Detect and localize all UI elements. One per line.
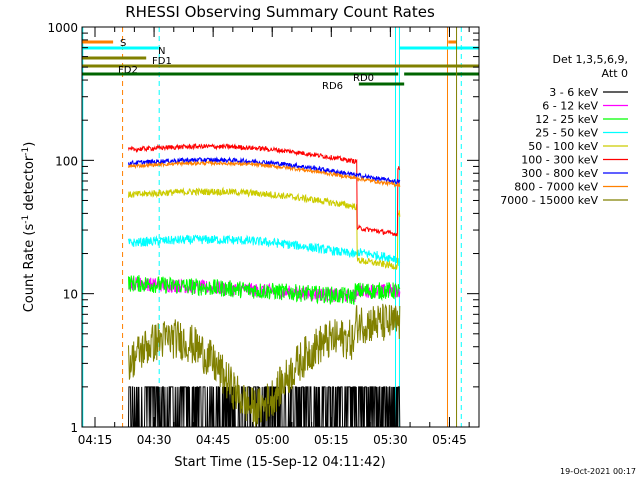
x-axis: 04:15 04:30 04:45 05:00 05:15 05:30 05:45 (78, 27, 470, 447)
y-tick-label: 100 (55, 154, 78, 168)
top-status-bar-end (448, 40, 457, 44)
top-status-bar (82, 56, 147, 60)
top-status-bar (82, 46, 159, 50)
x-axis-label: Start Time (15-Sep-12 04:11:42) (174, 455, 385, 470)
series-line-800-7000-kev (128, 160, 401, 188)
series-line-25-50-kev (128, 234, 401, 266)
top-status-bar (358, 82, 405, 86)
y-axis: 1 10 100 1000 (47, 21, 479, 435)
top-status-bar-label: RD0 (353, 73, 374, 84)
top-status-bar-label: N (158, 46, 165, 57)
x-tick-label: 04:30 (137, 433, 172, 447)
legend-entry-label: 50 - 100 keV (528, 140, 598, 153)
legend-header-2: Att 0 (602, 67, 628, 80)
series-line-100-300-kev (128, 142, 401, 237)
top-status-bar-label: FD2 (118, 65, 138, 76)
series-line-50-100-kev (128, 186, 401, 270)
legend-entry-label: 6 - 12 keV (542, 100, 598, 113)
x-tick-label: 05:30 (373, 433, 408, 447)
legend-entry-label: 25 - 50 keV (535, 127, 598, 140)
x-tick-label: 05:15 (314, 433, 349, 447)
x-tick-label: 04:15 (78, 433, 113, 447)
top-status-bar (82, 40, 114, 44)
chart-title: RHESSI Observing Summary Count Rates (125, 3, 435, 21)
generation-timestamp: 19-Oct-2021 00:17 (560, 467, 636, 476)
x-tick-label: 05:00 (255, 433, 290, 447)
x-tick-label: 05:45 (432, 433, 467, 447)
top-status-bar-label: FD1 (152, 56, 172, 67)
legend-header-1: Det 1,3,5,6,9, (552, 53, 628, 66)
y-tick-label: 10 (63, 288, 78, 302)
y-tick-label: 1000 (47, 21, 78, 35)
top-status-bar-label: RD6 (322, 81, 343, 92)
y-tick-label: 1 (70, 421, 78, 435)
top-status-bar (82, 64, 479, 68)
x-tick-label: 04:45 (196, 433, 231, 447)
series-line-7000-15000-kev (128, 303, 401, 428)
top-status-bar (404, 72, 479, 76)
top-status-bar-label: S (120, 38, 126, 49)
legend-entry-label: 12 - 25 keV (535, 113, 598, 126)
legend-entry-label: 300 - 800 keV (521, 167, 598, 180)
legend-entry-label: 100 - 300 keV (521, 154, 598, 167)
top-status-bar (82, 72, 399, 76)
plot-frame (81, 26, 480, 428)
legend-entry-label: 800 - 7000 keV (514, 181, 598, 194)
top-status-bar (399, 46, 479, 50)
legend-entry-label: 3 - 6 keV (549, 86, 598, 99)
legend-entry-label: 7000 - 15000 keV (500, 194, 598, 207)
series-line-12-25-kev (128, 275, 401, 306)
y-axis-label: Count Rate (s-1 detector-1) (21, 142, 37, 313)
